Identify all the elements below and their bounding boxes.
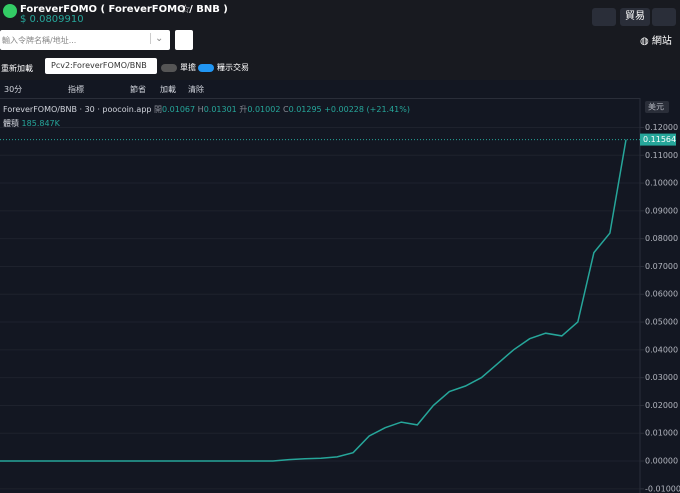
logo bbox=[3, 4, 17, 18]
y-tick-label: 0.03000 bbox=[645, 373, 678, 382]
chart-legend: ForeverFOMO/BNB · 30 · poocoin.app 開0.01… bbox=[3, 105, 410, 114]
y-tick-label: 0.04000 bbox=[645, 345, 678, 354]
chart-toolbar: 30分 指標 節省 加載 清除 bbox=[0, 80, 680, 99]
close-value: 0.01295 bbox=[288, 105, 322, 114]
open-value: 0.01067 bbox=[162, 105, 196, 114]
token-title: ForeverFOMO ( ForeverFOMO / BNB ) bbox=[20, 4, 228, 15]
y-tick-label: 0.11000 bbox=[645, 151, 678, 160]
high-label: H bbox=[197, 105, 204, 114]
y-tick-label: 0.09000 bbox=[645, 206, 678, 215]
y-tick-label: 0.02000 bbox=[645, 401, 678, 410]
menu-button[interactable] bbox=[652, 8, 676, 26]
reload-button[interactable]: 重新加載 bbox=[1, 64, 33, 73]
y-tick-label: 0.10000 bbox=[645, 179, 678, 188]
search-input[interactable]: 輸入令牌名稱/地址... ⌄ bbox=[0, 30, 170, 50]
toggle-off[interactable] bbox=[161, 64, 177, 72]
volume-value: 185.847K bbox=[21, 119, 60, 128]
y-tick-label: 0.06000 bbox=[645, 290, 678, 299]
toggle-label-2: 糧示交易 bbox=[217, 63, 249, 72]
website-link[interactable]: ◍ 網站 bbox=[640, 36, 672, 47]
search-placeholder: 輸入令牌名稱/地址... bbox=[2, 36, 77, 45]
change-value: +0.00228 (+21.41%) bbox=[324, 105, 410, 114]
clear-button[interactable]: 清除 bbox=[188, 85, 204, 94]
load-button[interactable]: 加載 bbox=[160, 85, 176, 94]
toggle-on[interactable] bbox=[198, 64, 214, 72]
open-label: 開 bbox=[154, 105, 163, 114]
top-panel: ForeverFOMO ( ForeverFOMO / BNB ) ☆ $ 0.… bbox=[0, 0, 680, 99]
y-tick-label: 0.12000 bbox=[645, 123, 678, 132]
current-price-tag bbox=[640, 133, 676, 146]
legend-symbol: ForeverFOMO/BNB bbox=[3, 105, 77, 114]
price-line bbox=[0, 139, 627, 462]
trade-button[interactable]: 貿易 bbox=[620, 8, 650, 26]
y-tick-label: 0.08000 bbox=[645, 234, 678, 243]
edit-button[interactable] bbox=[175, 30, 193, 50]
dropdown-caret[interactable]: ⌄ bbox=[150, 33, 163, 44]
legend-interval: 30 bbox=[84, 105, 95, 114]
volume-legend: 體積 185.847K bbox=[3, 118, 60, 129]
current-price-label: 0.11564 bbox=[643, 135, 676, 144]
favorite-star[interactable]: ☆ bbox=[180, 2, 191, 16]
y-tick-label: 0.01000 bbox=[645, 429, 678, 438]
indicators-button[interactable]: 指標 bbox=[68, 85, 84, 94]
legend-source: poocoin.app bbox=[102, 105, 152, 114]
website-text: 網站 bbox=[651, 36, 672, 47]
interval-button[interactable]: 30分 bbox=[4, 85, 23, 94]
y-tick-label: 0.00000 bbox=[645, 457, 678, 466]
price-axis bbox=[640, 98, 680, 493]
low-label: 升 bbox=[239, 105, 248, 114]
close-label: C bbox=[282, 105, 289, 114]
toggle-label-1: 單擔 bbox=[180, 63, 196, 72]
volume-label: 體積 bbox=[3, 119, 19, 128]
y-tick-label: 0.05000 bbox=[645, 318, 678, 327]
save-button[interactable]: 節省 bbox=[130, 85, 146, 94]
pair-select[interactable]: Pcv2:ForeverFOMO/BNB bbox=[45, 58, 157, 74]
chart: 美元 -0.01000 0.00000 0.01000 0.02000 0.03000 0… bbox=[0, 98, 680, 493]
y-tick-label: 0.07000 bbox=[645, 262, 678, 271]
high-value: 0.01301 bbox=[203, 105, 237, 114]
currency-box[interactable] bbox=[645, 101, 669, 113]
y-tick-label: -0.01000 bbox=[645, 484, 680, 493]
currency-label: 美元 bbox=[648, 102, 664, 112]
token-price: $ 0.0809910 bbox=[20, 14, 84, 25]
wallet-button[interactable] bbox=[592, 8, 616, 26]
low-value: 0.01002 bbox=[247, 105, 281, 114]
